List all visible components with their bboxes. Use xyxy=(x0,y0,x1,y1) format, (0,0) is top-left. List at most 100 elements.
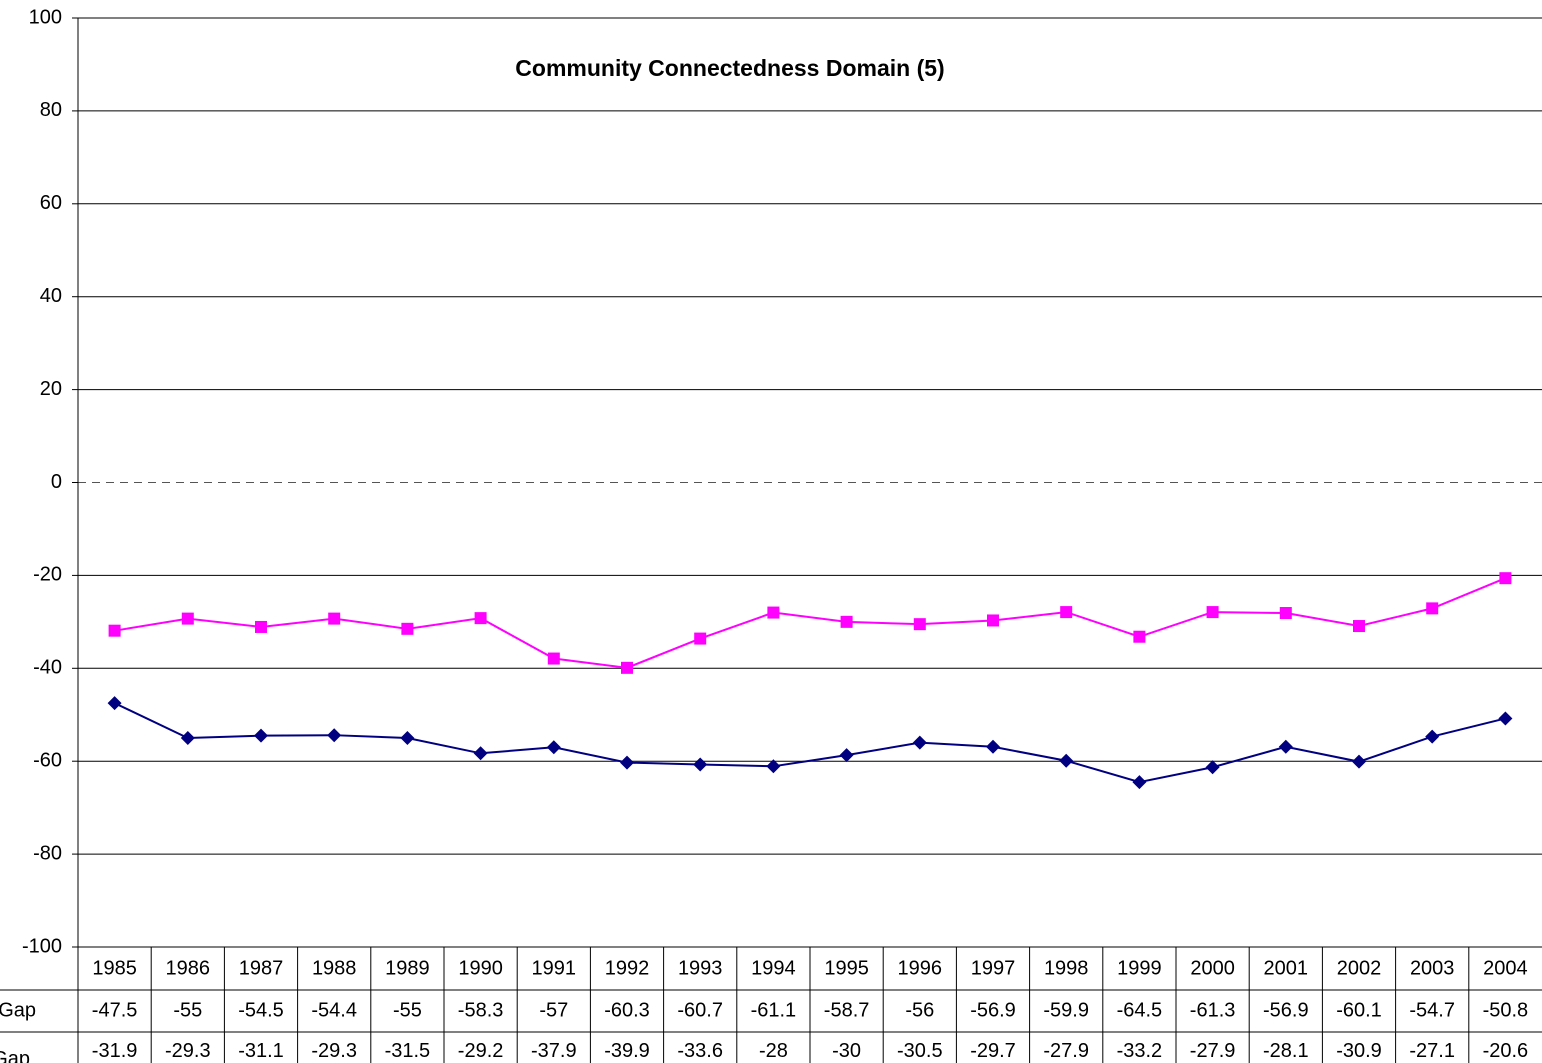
table-value: -28 xyxy=(759,1040,788,1062)
table-value: -64.5 xyxy=(1117,999,1163,1021)
marker xyxy=(986,739,1000,754)
marker xyxy=(1498,711,1513,726)
marker xyxy=(180,730,195,745)
x-tick-label: 2000 xyxy=(1190,957,1235,979)
y-tick-label: -20 xyxy=(33,564,62,586)
x-tick-label: 1988 xyxy=(312,957,357,979)
table-value: -55 xyxy=(393,999,422,1021)
table-value: -31.1 xyxy=(238,1040,284,1062)
marker xyxy=(473,746,488,761)
y-tick-label: 100 xyxy=(29,6,62,28)
legend-label: Gap xyxy=(0,1048,30,1063)
marker xyxy=(913,618,926,631)
marker xyxy=(1206,606,1219,619)
marker xyxy=(766,759,781,774)
y-tick-label: 40 xyxy=(40,285,62,307)
table-value: -33.6 xyxy=(677,1040,723,1062)
marker xyxy=(840,615,853,628)
table-value: -61.1 xyxy=(751,999,797,1021)
x-tick-label: 1992 xyxy=(605,957,650,979)
table-value: -28.1 xyxy=(1263,1040,1309,1062)
marker xyxy=(1279,607,1292,620)
x-tick-label: 1989 xyxy=(385,957,430,979)
table-value: -29.3 xyxy=(165,1040,211,1062)
table-value: -60.1 xyxy=(1336,999,1382,1021)
table-value: -33.2 xyxy=(1117,1040,1163,1062)
table-value: -29.7 xyxy=(970,1040,1016,1062)
table-value: -58.7 xyxy=(824,999,870,1021)
y-tick-label: -80 xyxy=(33,842,62,864)
x-tick-label: 1986 xyxy=(166,957,211,979)
y-tick-label: -100 xyxy=(22,935,62,957)
table-value: -29.2 xyxy=(458,1040,504,1062)
y-tick-label: -60 xyxy=(33,749,62,771)
table-value: -56.9 xyxy=(1263,999,1309,1021)
series-line xyxy=(114,702,1506,784)
x-tick-label: 2001 xyxy=(1264,957,1309,979)
table-value: -29.3 xyxy=(311,1040,357,1062)
marker xyxy=(328,612,341,625)
chart-title: Community Connectedness Domain (5) xyxy=(515,55,944,81)
x-tick-label: 1998 xyxy=(1044,957,1089,979)
table-value: -31.9 xyxy=(92,1040,138,1062)
marker xyxy=(254,728,268,743)
marker xyxy=(1205,760,1220,775)
marker xyxy=(181,612,194,625)
marker xyxy=(327,728,342,743)
x-tick-label: 2004 xyxy=(1483,957,1528,979)
table-value: -54.5 xyxy=(238,999,284,1021)
marker xyxy=(1059,753,1074,768)
marker xyxy=(1425,729,1440,744)
y-tick-label: 60 xyxy=(40,192,62,214)
marker xyxy=(1132,775,1147,790)
x-tick-label: 1994 xyxy=(751,957,796,979)
marker xyxy=(693,757,708,772)
table-value: -54.4 xyxy=(311,999,357,1021)
x-tick-label: 1995 xyxy=(824,957,869,979)
marker xyxy=(1278,739,1293,754)
table-value: -56.9 xyxy=(970,999,1016,1021)
marker xyxy=(694,632,707,645)
marker xyxy=(1353,620,1365,633)
x-tick-label: 2003 xyxy=(1410,957,1455,979)
marker xyxy=(255,620,267,633)
table-value: -30 xyxy=(832,1040,861,1062)
marker xyxy=(400,730,415,745)
table-value: -47.5 xyxy=(92,999,138,1021)
table-value: -30.9 xyxy=(1336,1040,1382,1062)
table-value: -31.5 xyxy=(385,1040,431,1062)
table-value: -56 xyxy=(905,999,934,1021)
marker xyxy=(1499,572,1512,585)
marker xyxy=(620,755,634,770)
marker xyxy=(767,606,780,619)
table-value: -39.9 xyxy=(604,1040,650,1062)
marker xyxy=(839,748,854,763)
marker xyxy=(621,661,633,674)
marker xyxy=(1426,602,1439,615)
x-tick-label: 1985 xyxy=(92,957,137,979)
marker xyxy=(474,612,487,625)
y-tick-label: 20 xyxy=(40,378,62,400)
x-tick-label: 2002 xyxy=(1337,957,1382,979)
marker xyxy=(108,624,121,637)
marker xyxy=(912,735,927,750)
table-value: -60.7 xyxy=(677,999,723,1021)
table-value: -57 xyxy=(539,999,568,1021)
marker xyxy=(987,614,999,627)
table-value: -20.6 xyxy=(1483,1040,1529,1062)
x-tick-label: 1990 xyxy=(458,957,503,979)
table-value: -27.9 xyxy=(1190,1040,1236,1062)
y-tick-label: 0 xyxy=(51,471,62,493)
table-value: -37.9 xyxy=(531,1040,577,1062)
table-value: -58.3 xyxy=(458,999,504,1021)
table-value: -60.3 xyxy=(604,999,650,1021)
y-tick-label: -40 xyxy=(33,657,62,679)
marker xyxy=(547,652,560,665)
series-line xyxy=(114,577,1506,669)
table-value: -27.1 xyxy=(1409,1040,1455,1062)
marker xyxy=(1133,630,1146,643)
marker xyxy=(401,622,414,635)
marker xyxy=(546,740,561,755)
